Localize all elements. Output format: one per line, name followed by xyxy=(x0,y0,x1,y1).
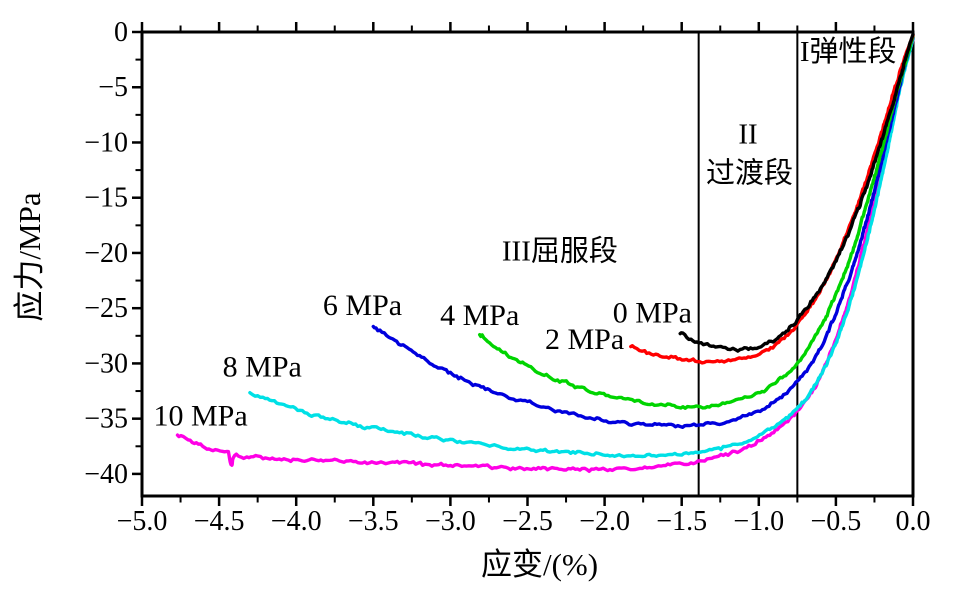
y-tick-label: −35 xyxy=(84,404,128,435)
x-tick-label: 0.0 xyxy=(896,506,931,537)
series-label-10-mpa: 10 MPa xyxy=(154,399,248,432)
region-label-1: I弹性段 xyxy=(800,35,897,68)
x-tick-label: −1.0 xyxy=(733,506,784,537)
series-curve-4-mpa xyxy=(478,34,915,410)
y-tick-label: −15 xyxy=(84,183,128,214)
x-tick-label: −3.0 xyxy=(425,506,476,537)
x-tick-label: −0.5 xyxy=(811,506,862,537)
plot-frame xyxy=(140,30,915,498)
series-label-0-mpa: 0 MPa xyxy=(613,297,692,330)
series-curve-6-mpa xyxy=(371,35,915,429)
series-curve-0-mpa xyxy=(678,32,915,353)
x-tick-label: −2.0 xyxy=(579,506,630,537)
y-tick-label: −40 xyxy=(84,459,128,490)
series-label-2-mpa: 2 MPa xyxy=(545,323,624,356)
series-label-6-mpa: 6 MPa xyxy=(323,289,402,322)
y-tick-label: 0 xyxy=(114,17,128,48)
series-curve-8-mpa xyxy=(248,36,915,459)
region-label-2: II xyxy=(738,119,757,151)
x-tick-label: −3.5 xyxy=(348,506,399,537)
y-tick-label: −10 xyxy=(84,127,128,158)
series-curve-10-mpa xyxy=(175,38,915,473)
x-tick-label: −1.5 xyxy=(656,506,707,537)
y-tick-label: −20 xyxy=(84,238,128,269)
x-tick-label: −5.0 xyxy=(117,506,168,537)
x-tick-label: −4.5 xyxy=(194,506,245,537)
region-label-4: III屈服段 xyxy=(502,235,618,268)
x-tick-label: −4.0 xyxy=(271,506,322,537)
y-axis-title: 应力/MPa xyxy=(12,192,47,321)
y-tick-label: −25 xyxy=(84,293,128,324)
x-axis-title: 应变/(%) xyxy=(481,547,598,582)
x-tick-label: −2.5 xyxy=(502,506,553,537)
series-label-4-mpa: 4 MPa xyxy=(440,299,519,332)
region-label-3: 过渡段 xyxy=(706,156,793,189)
y-tick-label: −5 xyxy=(98,72,128,103)
series-label-8-mpa: 8 MPa xyxy=(223,351,302,384)
y-tick-label: −30 xyxy=(84,348,128,379)
